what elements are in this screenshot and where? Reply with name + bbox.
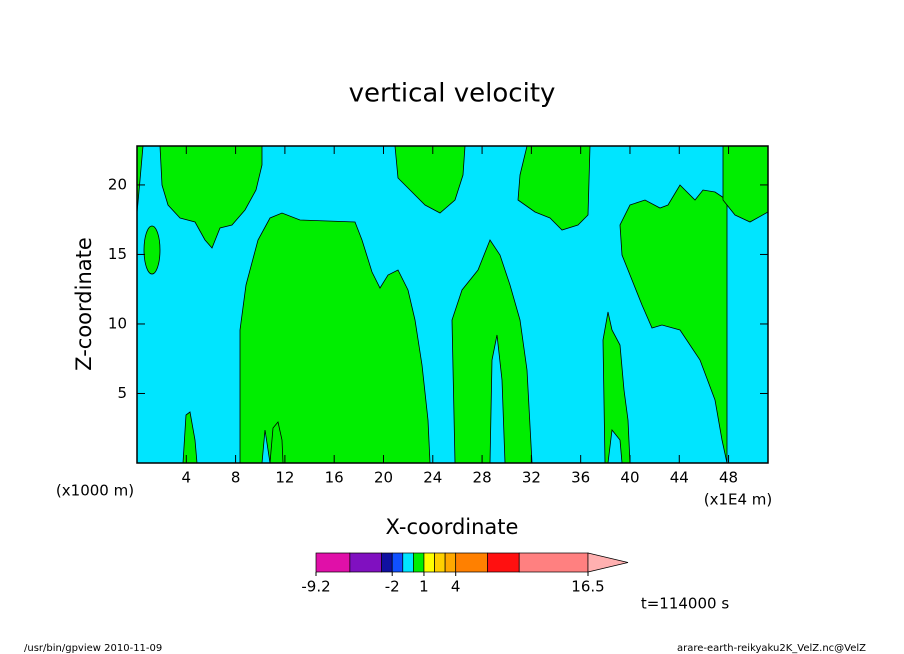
colorbar-segment [434, 552, 446, 573]
colorbar-segment [423, 552, 435, 573]
contour-region [619, 184, 728, 464]
x-scale-note: (x1E4 m) [704, 491, 773, 509]
x-tick-label: 32 [522, 469, 541, 487]
colorbar-segment [487, 552, 520, 573]
colorbar-segment [349, 552, 382, 573]
colorbar-tick-label: -9.2 [301, 578, 330, 596]
plot-frame [136, 145, 769, 464]
colorbar-segment [391, 552, 404, 573]
contour-region [239, 212, 431, 464]
x-tick-label: 48 [719, 469, 738, 487]
contour-region [159, 145, 263, 249]
x-tick-label: 16 [325, 469, 344, 487]
colorbar-tick-label: 1 [419, 578, 429, 596]
contour-region [602, 311, 631, 464]
x-tick-label: 12 [275, 469, 294, 487]
colorbar-over-arrow [587, 552, 629, 573]
x-tick-label: 44 [670, 469, 689, 487]
positive-regions [136, 145, 769, 464]
y-tick-label: 15 [108, 245, 127, 263]
colorbar-tick-label: 16.5 [571, 578, 604, 596]
contour-region [517, 145, 591, 231]
colorbar-segment [413, 552, 425, 573]
contour-field [136, 145, 769, 464]
colorbar-segment [444, 552, 457, 573]
x-tick-label: 20 [374, 469, 393, 487]
chart-title: vertical velocity [349, 79, 556, 109]
footer-left: /usr/bin/gpview 2010-11-09 [24, 643, 162, 654]
x-axis-label: X-coordinate [386, 515, 519, 539]
colorbar-segment [518, 552, 589, 573]
x-tick-label: 8 [231, 469, 241, 487]
colorbar-segment [381, 552, 393, 573]
y-tick-label: 20 [108, 175, 127, 193]
colorbar-segment [402, 552, 414, 573]
y-tick-label: 5 [117, 384, 127, 402]
y-axis-label: Z-coordinate [72, 237, 96, 371]
x-tick-label: 40 [620, 469, 639, 487]
x-tick-label: 4 [182, 469, 192, 487]
x-tick-label: 36 [571, 469, 590, 487]
contour-region [143, 225, 161, 275]
y-tick-label: 10 [108, 314, 127, 332]
colorbar-tick-label: -2 [385, 578, 400, 596]
contour-region [451, 239, 533, 464]
time-label: t=114000 s [641, 595, 729, 613]
colorbar-tick-label: 4 [451, 578, 461, 596]
x-tick-label: 24 [423, 469, 442, 487]
footer-right: arare-earth-reikyaku2K_VelZ.nc@VelZ [677, 643, 866, 654]
colorbar-segment [455, 552, 488, 573]
x-unit: (x1000 m) [56, 482, 134, 500]
colorbar-segment [315, 552, 351, 573]
contour-region [394, 145, 466, 214]
x-tick-label: 28 [473, 469, 492, 487]
